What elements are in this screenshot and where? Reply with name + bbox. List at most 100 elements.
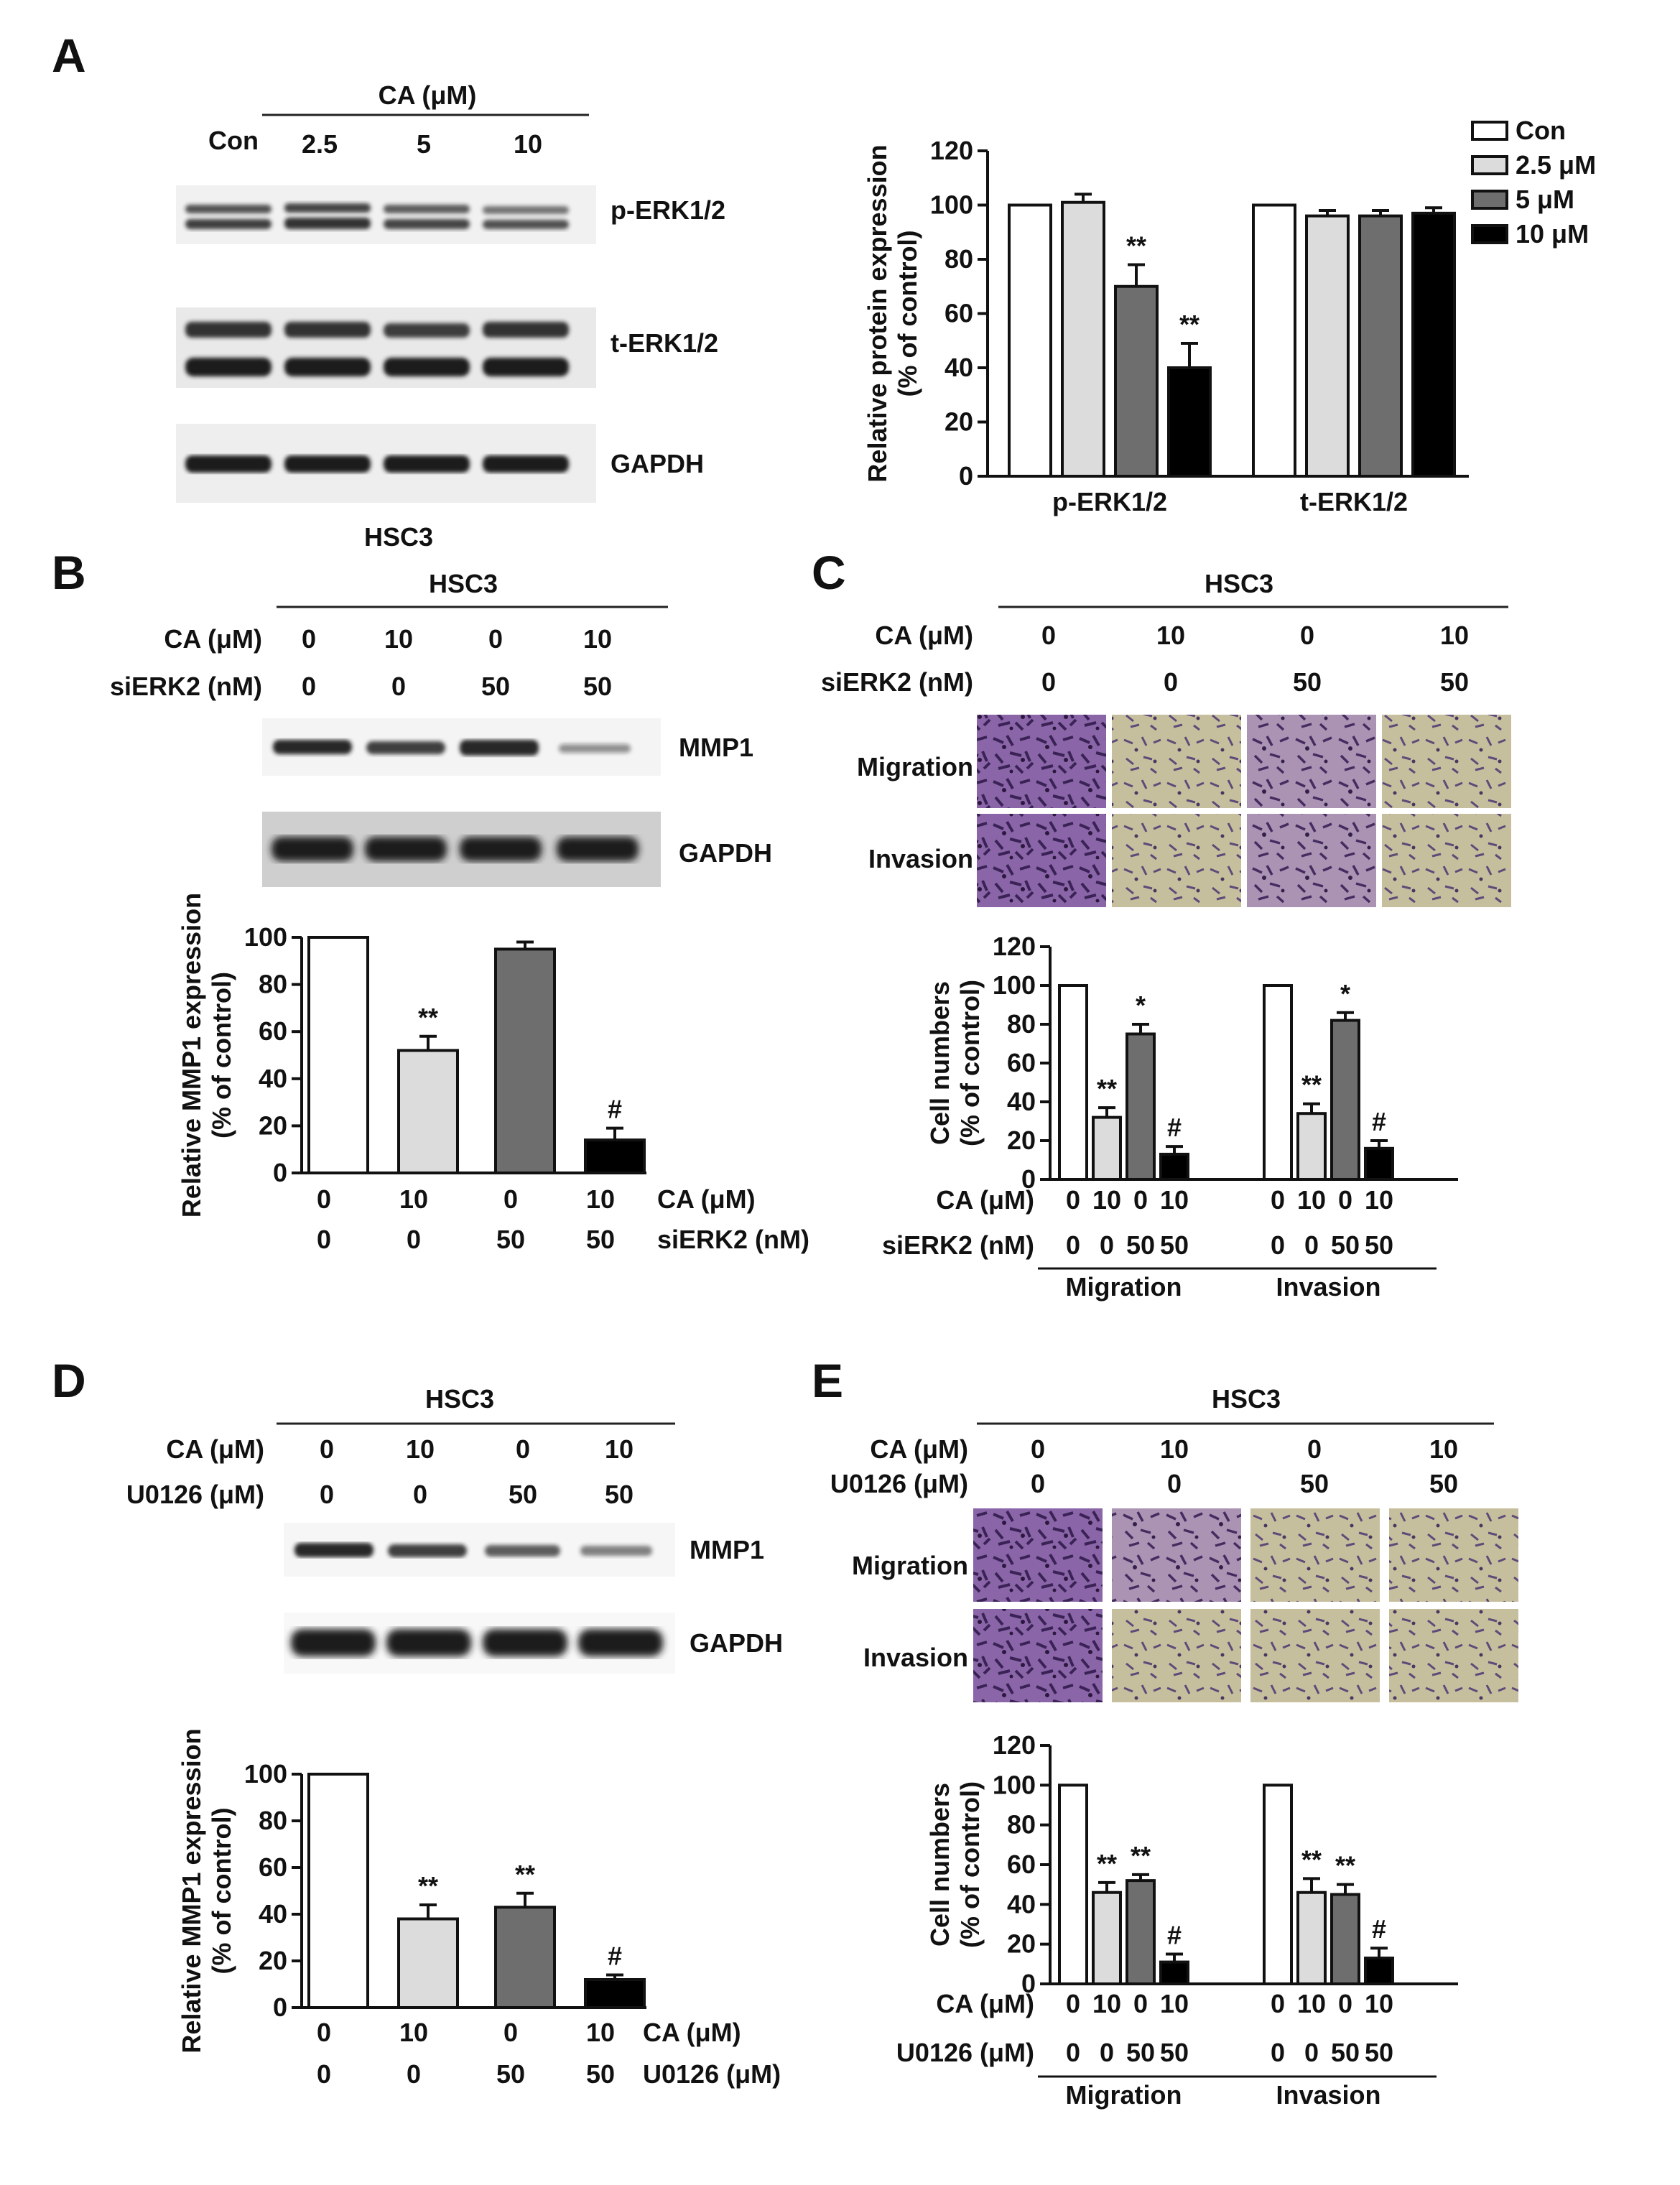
panel-b-blot-mmp1: [262, 718, 661, 776]
x-condition-value: 0: [1100, 1230, 1114, 1260]
y-tick-label: 20: [259, 1110, 287, 1140]
panel-b-sierk2-value: 0: [302, 672, 316, 701]
significance-mark: #: [608, 1942, 622, 1971]
bar: [1167, 366, 1212, 478]
bar: [1330, 1893, 1360, 1985]
y-tick-label: 100: [244, 1759, 287, 1789]
x-condition-value: 0: [1338, 1989, 1352, 2018]
x-condition-value: 10: [1365, 1989, 1393, 2018]
micrograph: [1112, 1609, 1241, 1702]
panel-e-ca-value: 10: [1429, 1434, 1458, 1464]
significance-mark: *: [1340, 979, 1350, 1008]
y-tick-label: 0: [273, 1158, 287, 1187]
y-tick-label: 40: [1007, 1889, 1036, 1919]
panel-a-band-label: p-ERK1/2: [611, 195, 725, 225]
panel-e-ca-value: 0: [1031, 1434, 1045, 1464]
panel-d-cell-line: HSC3: [425, 1384, 494, 1414]
significance-mark: #: [1372, 1107, 1386, 1136]
panel-c-sierk2-value: 50: [1440, 667, 1469, 697]
bar: [1296, 1891, 1327, 1986]
significance-mark: **: [1126, 231, 1146, 261]
significance-mark: #: [608, 1095, 622, 1124]
y-tick-label: 40: [945, 353, 973, 382]
panel-d-row-label: CA (μM): [166, 1434, 264, 1464]
group-label: Migration: [1066, 2080, 1182, 2110]
x-condition-value: 0: [317, 1225, 331, 1254]
x-condition-value: 0: [1271, 1989, 1285, 2018]
significance-mark: **: [515, 1860, 535, 1889]
x-condition-label: CA (μM): [936, 1185, 1034, 1215]
bar: [1114, 284, 1159, 478]
panel-c-row-label: CA (μM): [875, 621, 973, 650]
x-condition-value: 0: [1304, 2038, 1319, 2067]
y-tick-label: 0: [1021, 1969, 1036, 1998]
x-condition-value: 50: [496, 1225, 525, 1254]
micrograph: [1247, 814, 1376, 907]
panel-b-sierk2-value: 50: [583, 672, 612, 701]
y-tick-label: 20: [259, 1946, 287, 1975]
panel-c-ca-value: 0: [1041, 621, 1056, 650]
y-tick-label: 80: [259, 1806, 287, 1835]
micrograph: [1112, 715, 1241, 808]
x-condition-value: 10: [586, 2018, 615, 2047]
panel-e-u0126-value: 50: [1300, 1469, 1329, 1498]
panel-a-band-label: t-ERK1/2: [611, 328, 718, 358]
panel-c-sierk2-value: 0: [1164, 667, 1178, 697]
y-tick-label: 0: [273, 1993, 287, 2022]
y-tick-label: 80: [259, 970, 287, 999]
y-axis-label: Relative protein expression(% of control…: [863, 144, 922, 482]
panel-b-ca-value: 10: [384, 624, 413, 654]
bar: [1358, 214, 1403, 478]
panel-e-letter: E: [812, 1354, 843, 1407]
legend-swatch: [1471, 224, 1508, 244]
significance-mark: **: [1301, 1070, 1322, 1100]
x-condition-value: 50: [496, 2059, 525, 2089]
panel-e-ca-value: 0: [1307, 1434, 1322, 1464]
legend-label: 2.5 μM: [1516, 150, 1596, 180]
x-condition-value: 10: [1365, 1185, 1393, 1215]
y-tick-label: 80: [1007, 1009, 1036, 1039]
panel-b-ca-value: 0: [302, 624, 316, 654]
panel-c-ca-value: 0: [1300, 621, 1314, 650]
panel-b-band-label: MMP1: [679, 733, 753, 762]
panel-d-blot-gapdh: [284, 1613, 675, 1674]
y-tick-label: 60: [259, 1016, 287, 1046]
panel-a-lane-label: 5: [417, 129, 431, 159]
group-label: Invasion: [1276, 2080, 1380, 2110]
bar: [1008, 203, 1052, 478]
bar: [1092, 1891, 1122, 1986]
x-condition-value: 10: [1092, 1185, 1121, 1215]
x-condition-value: 0: [1066, 1989, 1080, 2018]
y-tick-label: 0: [959, 461, 973, 491]
significance-mark: #: [1167, 1921, 1182, 1950]
legend-swatch: [1471, 190, 1508, 210]
x-condition-label: CA (μM): [936, 1989, 1034, 2018]
bar: [397, 1049, 459, 1174]
panel-b-letter: B: [52, 546, 86, 599]
bar: [1058, 1783, 1088, 1985]
y-tick-label: 40: [259, 1064, 287, 1093]
x-condition-value: 0: [1066, 1185, 1080, 1215]
bar: [584, 1978, 646, 2009]
panel-c-micrographs: [977, 715, 1511, 907]
panel-e-image-row-label: Invasion: [863, 1643, 968, 1672]
significance-mark: #: [1372, 1914, 1386, 1944]
x-condition-value: 0: [317, 1184, 331, 1214]
panel-c-row-label: siERK2 (nM): [821, 667, 973, 697]
x-condition-value: 0: [1066, 1230, 1080, 1260]
panel-a-blot-perk: [176, 185, 596, 244]
panel-a-lane-label: Con: [208, 126, 259, 155]
significance-mark: #: [1167, 1113, 1182, 1142]
panel-e-image-row-label: Migration: [852, 1551, 968, 1580]
bar: [1411, 211, 1456, 478]
significance-mark: **: [1335, 1851, 1355, 1880]
bar: [307, 936, 369, 1174]
x-condition-value: 10: [399, 2018, 428, 2047]
legend-label: Con: [1516, 116, 1566, 145]
x-category-label: p-ERK1/2: [1052, 487, 1167, 516]
bar: [1263, 1783, 1293, 1985]
panel-c-cell-line: HSC3: [1205, 569, 1273, 598]
y-tick-label: 100: [993, 1770, 1036, 1799]
group-label: Invasion: [1276, 1272, 1380, 1302]
